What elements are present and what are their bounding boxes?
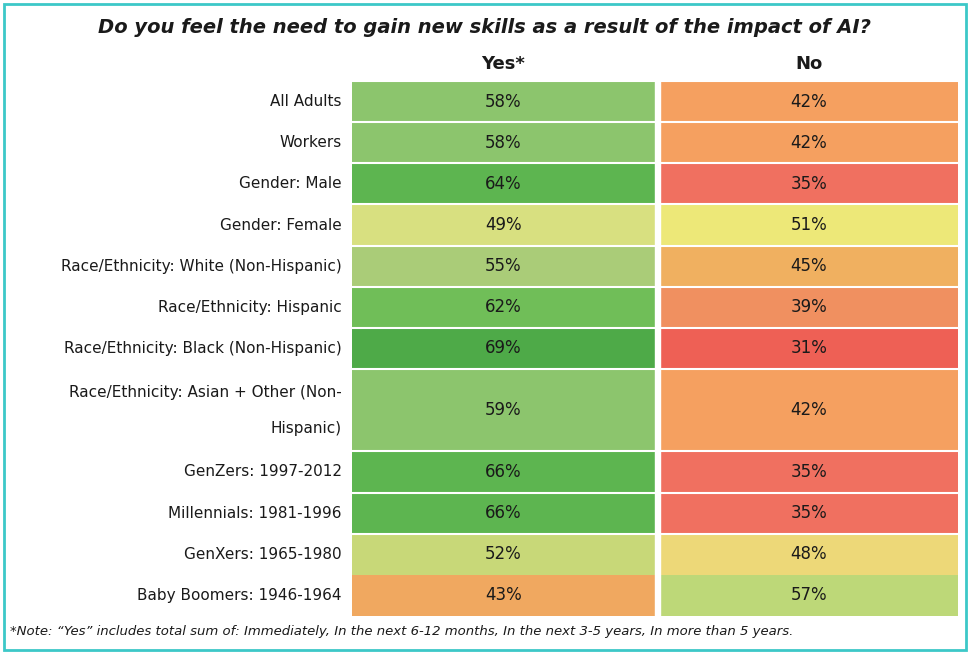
Text: 52%: 52%	[484, 545, 521, 563]
Bar	[352, 286, 654, 328]
Text: 35%: 35%	[790, 175, 827, 193]
Text: 51%: 51%	[790, 216, 827, 234]
Bar	[659, 164, 957, 205]
Bar	[352, 164, 654, 205]
Text: Baby Boomers: 1946-1964: Baby Boomers: 1946-1964	[138, 588, 342, 603]
Text: Race/Ethnicity: White (Non-Hispanic): Race/Ethnicity: White (Non-Hispanic)	[61, 259, 342, 273]
Bar	[659, 286, 957, 328]
Text: Gender: Female: Gender: Female	[220, 218, 342, 233]
Text: 69%: 69%	[484, 339, 521, 358]
FancyBboxPatch shape	[4, 4, 965, 650]
Bar	[659, 534, 957, 575]
Bar	[659, 246, 957, 286]
Text: 49%: 49%	[484, 216, 521, 234]
Text: Race/Ethnicity: Asian + Other (Non-: Race/Ethnicity: Asian + Other (Non-	[69, 385, 342, 400]
Text: 59%: 59%	[484, 402, 521, 419]
Text: 42%: 42%	[790, 93, 827, 111]
Text: 62%: 62%	[484, 298, 521, 317]
Text: 58%: 58%	[484, 93, 521, 111]
Bar	[352, 369, 654, 451]
Bar	[352, 534, 654, 575]
Text: No: No	[795, 55, 822, 73]
Bar	[659, 81, 957, 122]
Text: Workers: Workers	[279, 135, 342, 150]
Bar	[659, 451, 957, 492]
Bar	[659, 328, 957, 369]
Bar	[659, 492, 957, 534]
Text: 57%: 57%	[790, 587, 827, 604]
Text: 66%: 66%	[484, 463, 521, 481]
Bar	[659, 122, 957, 164]
Text: GenZers: 1997-2012: GenZers: 1997-2012	[184, 464, 342, 479]
Text: 55%: 55%	[484, 257, 521, 275]
Text: Race/Ethnicity: Black (Non-Hispanic): Race/Ethnicity: Black (Non-Hispanic)	[64, 341, 342, 356]
Text: 42%: 42%	[790, 133, 827, 152]
Bar	[659, 369, 957, 451]
Text: *Note: “Yes” includes total sum of: Immediately, In the next 6-12 months, In the: *Note: “Yes” includes total sum of: Imme…	[10, 625, 793, 638]
Text: 42%: 42%	[790, 402, 827, 419]
Text: 66%: 66%	[484, 504, 521, 522]
Text: 43%: 43%	[484, 587, 521, 604]
Bar	[659, 575, 957, 616]
Bar	[352, 246, 654, 286]
Bar	[352, 492, 654, 534]
Text: Hispanic): Hispanic)	[270, 421, 342, 436]
Text: Do you feel the need to gain new skills as a result of the impact of AI?: Do you feel the need to gain new skills …	[99, 18, 870, 37]
Text: GenXers: 1965-1980: GenXers: 1965-1980	[184, 547, 342, 562]
Text: 35%: 35%	[790, 504, 827, 522]
Text: 45%: 45%	[790, 257, 827, 275]
Bar	[352, 205, 654, 246]
Text: 58%: 58%	[484, 133, 521, 152]
Text: Millennials: 1981-1996: Millennials: 1981-1996	[169, 506, 342, 521]
Bar	[352, 451, 654, 492]
Text: 39%: 39%	[790, 298, 827, 317]
Bar	[659, 205, 957, 246]
Bar	[352, 328, 654, 369]
Text: 31%: 31%	[790, 339, 827, 358]
Text: 64%: 64%	[484, 175, 521, 193]
Text: 48%: 48%	[790, 545, 827, 563]
Text: Yes*: Yes*	[481, 55, 525, 73]
Text: 35%: 35%	[790, 463, 827, 481]
Text: All Adults: All Adults	[270, 94, 342, 109]
Bar	[352, 81, 654, 122]
Bar	[352, 122, 654, 164]
Text: Gender: Male: Gender: Male	[239, 177, 342, 192]
Text: Race/Ethnicity: Hispanic: Race/Ethnicity: Hispanic	[158, 300, 342, 315]
Bar	[352, 575, 654, 616]
